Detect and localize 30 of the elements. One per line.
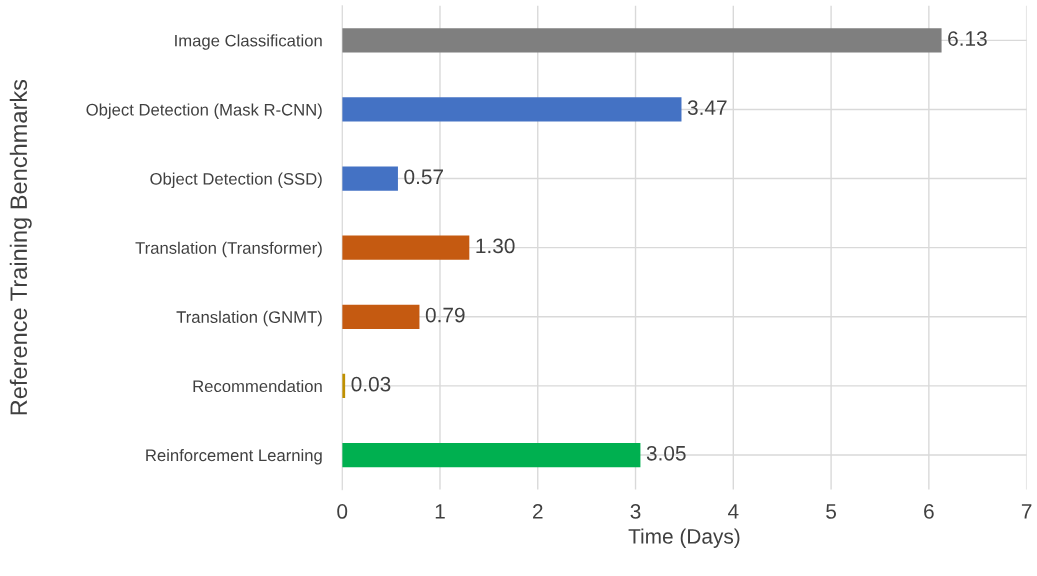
y-tick-label: Recommendation: [193, 379, 322, 393]
y-tick-label: Translation (Transformer): [135, 241, 322, 258]
data-label: 0.03: [351, 376, 391, 392]
x-tick-label: 4: [727, 504, 739, 519]
bar: [342, 304, 420, 329]
data-label: 6.13: [948, 31, 987, 46]
bar: [342, 235, 470, 260]
bar: [342, 97, 682, 122]
data-label: 1.30: [476, 238, 515, 254]
y-tick-label: Object Detection (SSD): [150, 172, 322, 189]
data-label: 0.57: [404, 169, 443, 185]
data-label: 0.79: [425, 307, 465, 323]
x-tick-label: 1: [435, 504, 445, 519]
x-tick-label: 7: [1021, 504, 1032, 519]
y-tick-label: Translation (GNMT): [176, 310, 322, 327]
y-tick-label: Object Detection (Mask R-CNN): [86, 103, 322, 119]
y-tick-label: Image Classification: [175, 34, 322, 50]
bar: [342, 28, 942, 53]
x-tick-label: 2: [533, 504, 543, 519]
data-label: 3.47: [687, 100, 727, 116]
y-axis-title: Reference Training Benchmarks: [9, 79, 32, 415]
bar: [342, 166, 398, 191]
x-tick-label: 5: [826, 504, 836, 519]
x-tick-label: 6: [924, 504, 934, 519]
bar: [342, 442, 641, 468]
y-tick-label: Reinforcement Learning: [146, 449, 322, 465]
x-axis-title: Time (Days): [628, 528, 740, 548]
x-tick-label: 0: [337, 504, 348, 519]
data-label: 3.05: [646, 445, 686, 461]
x-tick-label: 3: [630, 504, 641, 519]
